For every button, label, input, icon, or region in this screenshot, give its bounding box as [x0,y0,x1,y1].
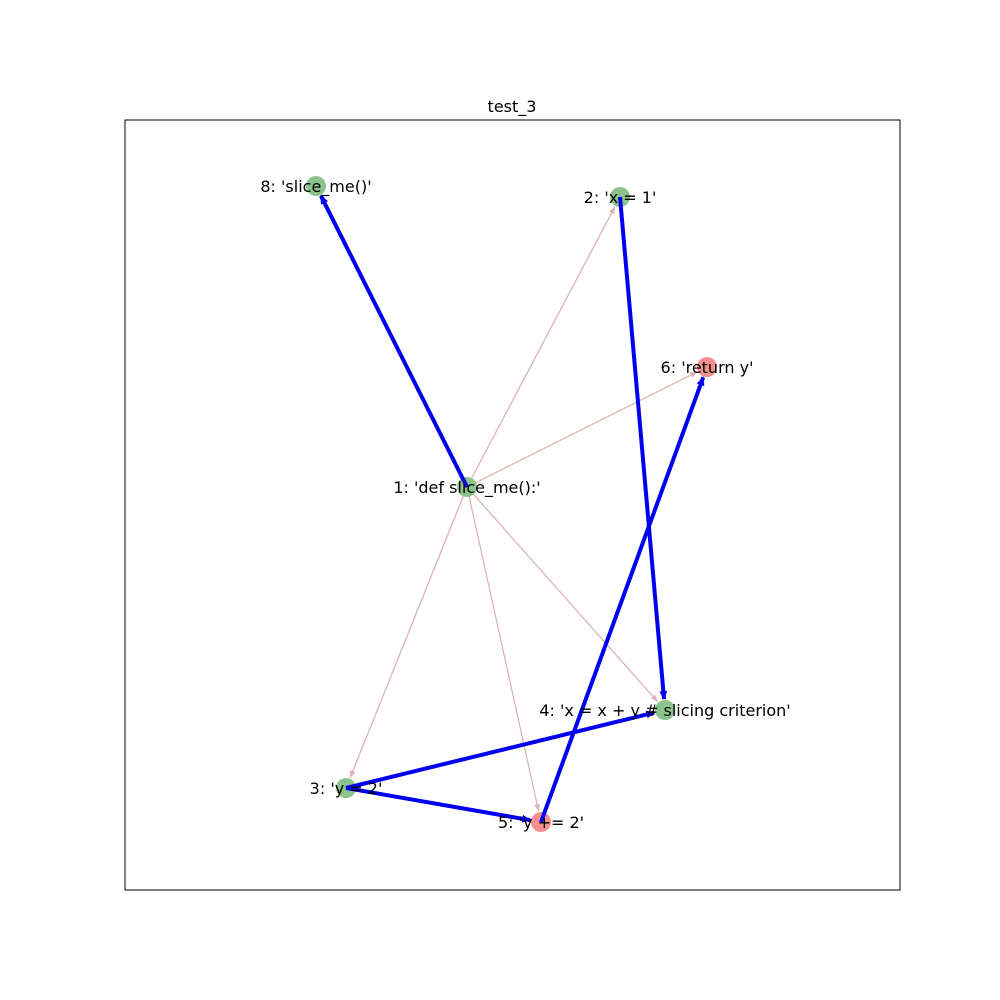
node-labels: 1: 'def slice_me():' 2: 'x = 1' 3: 'y = 2'… [260,177,790,832]
node-label-3: 3: 'y = 2' [310,779,383,798]
node-label-5: 5: 'y += 2' [498,813,584,832]
edge-1-to-4 [466,486,659,703]
node-label-1: 1: 'def slice_me():' [393,478,540,498]
edge-1-to-6 [466,371,698,488]
edge-1-to-3 [349,486,468,779]
node-label-8: 8: 'slice_me()' [260,177,371,197]
node-label-6: 6: 'return y' [661,358,754,377]
plot-frame [124,119,901,891]
edge-3-to-4 [345,710,656,790]
bold-edges [319,194,706,823]
edge-1-to-5 [466,486,541,812]
node-8 [306,176,326,196]
node-6 [697,357,717,377]
edge-2-to-4 [618,196,668,701]
faint-edges [349,206,698,812]
edge-3-to-5 [345,786,532,823]
edge-1-to-8 [319,194,469,488]
graph-nodes [306,176,717,832]
node-label-4: 4: 'x = x + y # slicing criterion' [539,701,790,720]
graph-title: test_3 [488,97,537,117]
node-label-2: 2: 'x = 1' [584,188,657,207]
edge-5-to-6 [539,376,706,823]
edge-1-to-2 [466,206,616,488]
node-4 [655,700,675,720]
